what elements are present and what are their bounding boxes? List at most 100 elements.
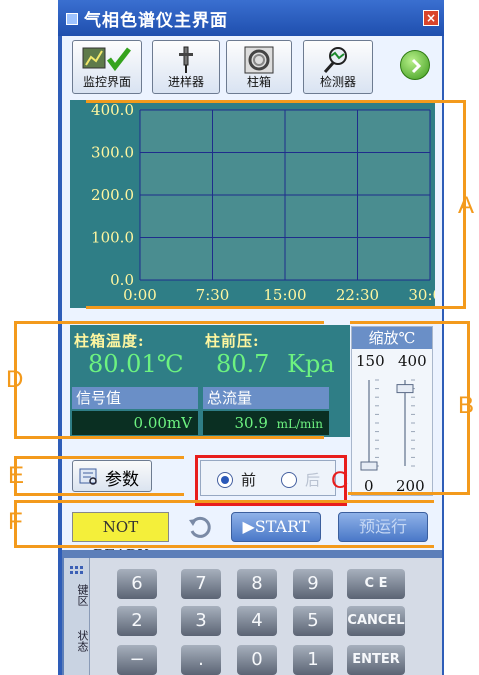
pre-pressure-label: 柱前压: (205, 332, 260, 350)
annotation-b-bottom (348, 492, 470, 495)
zoom-right-max-bottom: 200 (396, 477, 425, 495)
chromatogram-chart: 400.0 300.0 200.0 100.0 0.0 0:00 7:30 15:00 22:3… (70, 100, 435, 308)
annotation-f-top (14, 500, 434, 503)
keypad-key[interactable]: 3 (181, 606, 221, 636)
next-page-button[interactable] (400, 50, 430, 80)
flow-number: 30.9 (234, 414, 268, 432)
signal-value: 0.00mV (72, 411, 198, 435)
oven-temp-label: 柱箱温度: (74, 332, 145, 350)
keypad-key[interactable]: CANCEL (347, 606, 405, 636)
window-title: 气相色谱仪主界面 (84, 11, 228, 31)
params-button[interactable]: 参数 (72, 460, 152, 492)
annotation-b-side (467, 321, 470, 495)
annotation-e-label: E (8, 462, 25, 489)
slider-thumb[interactable] (396, 384, 414, 394)
params-icon (79, 468, 97, 485)
annotation-a-label: A (458, 192, 475, 219)
y-tick-label: 100.0 (91, 229, 134, 247)
keypad-key[interactable]: 8 (237, 569, 277, 599)
annotation-d-top (14, 321, 324, 324)
keypad-key[interactable]: ENTER (347, 645, 405, 675)
toolbar-monitor-label: 监控界面 (82, 75, 131, 89)
annotation-a-side (463, 100, 466, 309)
back-radio[interactable] (281, 472, 297, 488)
detector-icon (323, 47, 347, 73)
slider-tracks (360, 379, 415, 471)
flow-value: 30.9 mL/min (203, 411, 329, 435)
prerun-button[interactable]: 预运行 (338, 512, 428, 542)
annotation-d-side (14, 321, 17, 439)
chart-svg: 400.0 300.0 200.0 100.0 0.00:00 7:30 15:00 22:3… (91, 101, 435, 304)
toolbar-oven-button[interactable]: 柱箱 (226, 40, 292, 94)
x-tick-label: 15:00 (263, 286, 306, 304)
keypad-key[interactable]: C E (347, 569, 405, 599)
annotation-a-bottom (86, 306, 466, 309)
signal-label: 信号值 (72, 387, 198, 409)
keypad-key[interactable]: − (117, 645, 157, 675)
app-icon (66, 13, 78, 25)
pre-pressure-value: 80.7 Kpa (216, 350, 335, 378)
keypad-key[interactable]: 2 (117, 606, 157, 636)
refresh-icon[interactable] (187, 514, 213, 540)
annotation-c-box (195, 455, 347, 506)
oven-temp-unit: ℃ (156, 350, 184, 378)
annotation-e-top (14, 456, 184, 459)
annotation-e-bottom (14, 493, 184, 496)
front-label: 前 (241, 471, 257, 489)
side-tab-keypad[interactable]: 键区 (76, 584, 89, 606)
grid-icon (70, 566, 83, 574)
params-label: 参数 (105, 470, 139, 490)
toolbar-monitor-button[interactable]: 监控界面 (72, 40, 142, 94)
keypad-key[interactable]: 7 (181, 569, 221, 599)
flow-unit: mL/min (276, 417, 323, 431)
injector-icon (179, 46, 193, 73)
side-tab-status[interactable]: 状态 (76, 630, 89, 652)
annotation-f-bottom (14, 545, 434, 548)
pre-pressure-number: 80.7 (216, 350, 270, 378)
arrow-right-icon (411, 58, 422, 74)
keypad-key[interactable]: 0 (237, 645, 277, 675)
toolbar-detector-button[interactable]: 检测器 (303, 40, 373, 94)
x-tick-label: 30:00 (408, 286, 435, 304)
start-button[interactable]: ▶START (231, 512, 321, 542)
toolbar-injector-button[interactable]: 进样器 (152, 40, 220, 94)
side-tabs: 键区 状态 (64, 558, 90, 675)
annotation-b-label: B (458, 392, 475, 419)
status-indicator: NOT READY (72, 512, 169, 564)
position-selector: 前 后 (200, 460, 336, 496)
close-button[interactable]: × (423, 10, 439, 26)
y-tick-label: 200.0 (91, 186, 134, 204)
flow-label: 总流量 (203, 387, 329, 409)
keypad-key[interactable]: 1 (293, 645, 333, 675)
pre-pressure-unit: Kpa (287, 350, 335, 378)
annotation-d-label: D (6, 366, 24, 393)
zoom-left-min: 0 (364, 477, 374, 495)
keypad-key[interactable]: 9 (293, 569, 333, 599)
annotation-b-top (350, 321, 470, 324)
keypad-key[interactable]: 5 (293, 606, 333, 636)
keypad-key[interactable]: . (181, 645, 221, 675)
zoom-sliders[interactable] (352, 370, 432, 474)
y-tick-label: 300.0 (91, 144, 134, 162)
zoom-title: 缩放℃ (352, 327, 432, 349)
front-radio[interactable] (217, 472, 233, 488)
monitor-check-icon (82, 47, 131, 72)
toolbar-detector-label: 检测器 (319, 75, 356, 89)
annotation-a-top (86, 100, 466, 103)
column-oven-icon (244, 46, 274, 74)
x-tick-label: 22:30 (336, 286, 379, 304)
slider-thumb[interactable] (360, 461, 378, 471)
keypad-key[interactable]: 6 (117, 569, 157, 599)
back-label: 后 (305, 471, 321, 489)
annotation-f-side (14, 500, 17, 548)
keypad-key[interactable]: 4 (237, 606, 277, 636)
toolbar-oven-label: 柱箱 (246, 75, 271, 89)
oven-temp-value: 80.01℃ (88, 350, 184, 378)
title-bar: 气相色谱仪主界面 (58, 0, 444, 36)
x-tick-label: 7:30 (196, 286, 230, 304)
zoom-left-max: 150 (356, 352, 385, 370)
annotation-f-label: F (8, 508, 23, 535)
oven-temp-number: 80.01 (88, 350, 157, 378)
annotation-e-side (14, 456, 17, 496)
y-tick-label: 0.0 (110, 271, 134, 289)
